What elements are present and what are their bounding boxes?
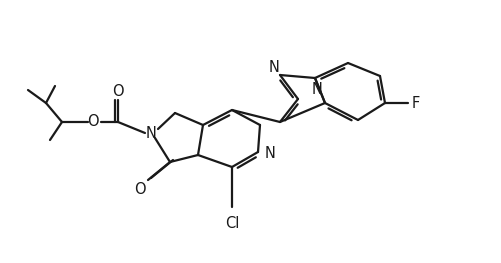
Text: N: N — [146, 125, 156, 140]
Text: Cl: Cl — [225, 215, 239, 230]
Text: N: N — [269, 59, 280, 74]
Text: N: N — [312, 83, 323, 98]
Text: O: O — [87, 114, 99, 129]
Text: N: N — [265, 146, 276, 161]
Text: F: F — [412, 95, 420, 110]
Text: O: O — [112, 84, 124, 99]
Text: O: O — [134, 183, 146, 198]
